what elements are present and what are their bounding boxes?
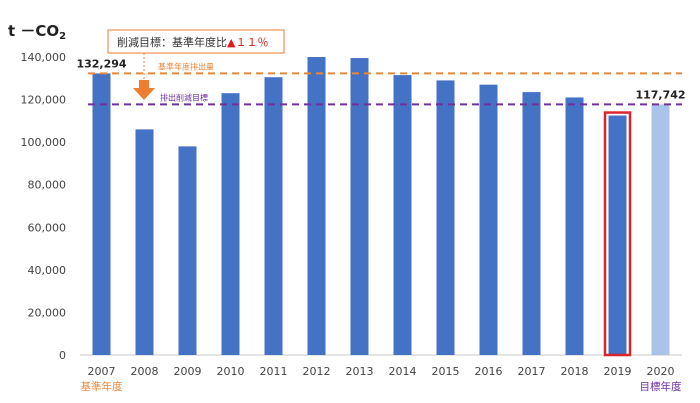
reference-line-label: 排出削減目標 xyxy=(160,92,208,102)
x-tick-label: 2016 xyxy=(475,365,503,378)
down-triangle-icon: ▲ xyxy=(227,36,236,49)
x-tick-label: 2020 xyxy=(647,365,675,378)
annotation-text: 削減目標：基準年度比▲１１％ xyxy=(117,35,268,49)
bar-2016 xyxy=(479,84,498,356)
data-label-2020: 117,742 xyxy=(635,88,685,101)
bar-2011 xyxy=(264,77,283,355)
x-tick-label: 2012 xyxy=(303,365,331,378)
y-tick-label: 120,000 xyxy=(21,94,67,107)
bar-2008 xyxy=(135,129,154,355)
bar-2015 xyxy=(436,80,455,356)
y-unit-label: t －CO2 xyxy=(8,22,66,42)
down-arrow-icon xyxy=(133,88,155,100)
bar-2017 xyxy=(522,92,541,355)
bar-2019 xyxy=(608,115,627,356)
bar-2010 xyxy=(221,93,240,355)
annotation-box xyxy=(107,29,285,54)
x-tick-label: 2018 xyxy=(561,365,589,378)
sub-label-2020: 目標年度 xyxy=(640,380,682,393)
bar-2012 xyxy=(307,57,326,355)
y-tick-label: 140,000 xyxy=(21,51,67,64)
x-tick-label: 2017 xyxy=(518,365,546,378)
reduction-annotation: 削減目標：基準年度比▲１１％ xyxy=(107,29,285,100)
bar-2014 xyxy=(393,75,412,355)
bar-2013 xyxy=(350,58,369,356)
y-tick-label: 20,000 xyxy=(28,306,67,319)
x-tick-label: 2010 xyxy=(217,365,245,378)
y-tick-label: 60,000 xyxy=(28,221,67,234)
y-tick-label: 40,000 xyxy=(28,264,67,277)
sub-label-2007: 基準年度 xyxy=(81,380,123,393)
x-tick-label: 2009 xyxy=(174,365,202,378)
reference-line-label: 基準年度排出量 xyxy=(158,61,214,71)
data-label-2007: 132,294 xyxy=(76,57,126,70)
x-tick-label: 2014 xyxy=(389,365,417,378)
arrow-shaft xyxy=(139,80,149,88)
y-tick-label: 100,000 xyxy=(21,136,67,149)
bar-2007 xyxy=(92,73,111,355)
x-tick-label: 2008 xyxy=(131,365,159,378)
bars xyxy=(92,57,670,357)
x-tick-label: 2015 xyxy=(432,365,460,378)
bar-2020 xyxy=(651,104,670,355)
x-tick-label: 2011 xyxy=(260,365,288,378)
bar-2018 xyxy=(565,97,584,355)
bar-2009 xyxy=(178,146,197,355)
y-axis: 0 20,000 40,000 60,000 80,000 100,000 120,000 1… xyxy=(21,51,67,362)
x-tick-label: 2007 xyxy=(88,365,116,378)
highlight-frame-2019 xyxy=(603,111,632,357)
x-tick-label: 2019 xyxy=(604,365,632,378)
data-labels: 132,294 117,742 xyxy=(76,57,685,101)
x-tick-label: 2013 xyxy=(346,365,374,378)
x-axis: 2007 2008 2009 2010 2011 2012 2013 2014 2015 2016… xyxy=(81,365,682,393)
y-tick-label: 0 xyxy=(59,349,66,362)
y-tick-label: 80,000 xyxy=(28,179,67,192)
